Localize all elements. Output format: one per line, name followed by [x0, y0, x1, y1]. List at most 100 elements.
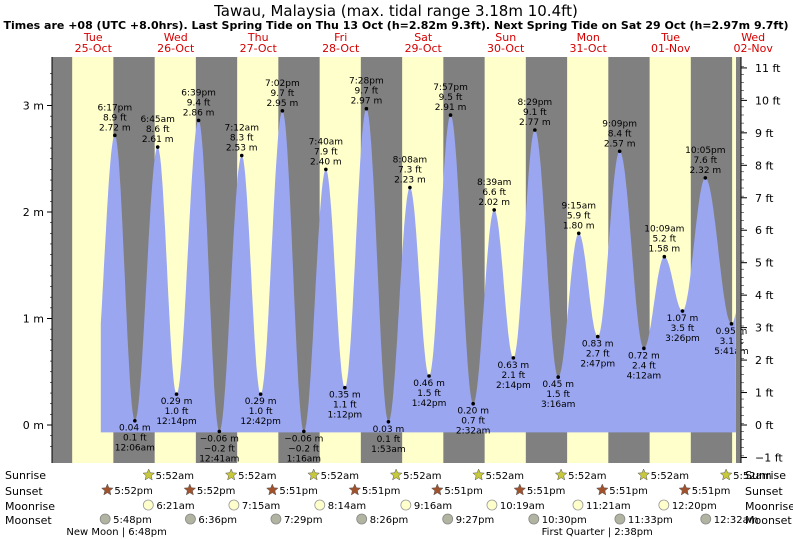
- high-tide-point: [533, 128, 537, 132]
- low-tide-m-label: −0.06 m: [284, 434, 323, 444]
- high-tide-time-label: 9:15am: [561, 201, 596, 211]
- low-tide-m-label: 0.04 m: [119, 424, 151, 434]
- daylight-band: [732, 57, 736, 463]
- high-tide-m-label: 2.40 m: [310, 157, 342, 167]
- moonrise-icon: [314, 499, 326, 511]
- high-tide-time-label: 10:09am: [644, 225, 684, 235]
- low-tide-time-label: 2:32am: [456, 427, 491, 437]
- high-tide-time-label: 7:57pm: [433, 83, 468, 93]
- low-tide-point: [217, 429, 222, 434]
- left-axis: 0 m 1 m 2 m 3 m: [23, 57, 53, 463]
- moonset-icon: [185, 513, 196, 525]
- low-tide-m-label: 0.29 m: [245, 397, 277, 407]
- high-tide-point: [617, 149, 622, 154]
- sunrise-star: [142, 468, 156, 481]
- moonrise-icon: [142, 499, 154, 511]
- day-name-label: Thu: [247, 31, 269, 44]
- right-axis-tick-label: 3 ft: [755, 322, 774, 335]
- low-tide-time-label: 5:41am: [714, 347, 749, 357]
- high-tide-m-label: 2.23 m: [394, 176, 426, 186]
- high-tide-m-label: 2.86 m: [183, 108, 215, 118]
- moonset-time: 8:26pm: [370, 515, 409, 526]
- left-axis-tick-label: 2 m: [23, 206, 44, 219]
- low-tide-ft-label: 2.1 ft: [502, 371, 526, 381]
- day-name-label: Mon: [577, 31, 600, 44]
- tide-area: [100, 108, 737, 433]
- sunrise-star: [389, 468, 403, 481]
- high-tide-ft-label: 8.3 ft: [230, 134, 254, 144]
- chart-subtitle: Times are +08 (UTC +8.0hrs). Last Spring…: [3, 19, 788, 32]
- sunrise-time: 5:52am: [403, 471, 441, 482]
- right-axis-tick-label: 4 ft: [755, 289, 774, 302]
- low-tide-m-label: 0.03 m: [373, 425, 405, 435]
- low-tide-point: [174, 392, 179, 396]
- day-name-label: Sun: [495, 31, 516, 44]
- sunrise-star: [224, 468, 238, 481]
- sunrise-star: [719, 468, 733, 481]
- low-tide-m-label: 0.46 m: [413, 379, 445, 389]
- high-tide-time-label: 7:02pm: [265, 79, 300, 89]
- moonset-time: 5:48pm: [113, 515, 152, 526]
- right-axis-tick-label: 10 ft: [755, 94, 781, 107]
- high-tide-ft-label: 8.9 ft: [103, 113, 127, 123]
- high-tide-point: [280, 109, 285, 113]
- low-tide-time-label: 4:12am: [627, 371, 662, 381]
- low-tide-point: [642, 346, 646, 351]
- right-axis-tick-label: 2 ft: [755, 354, 774, 367]
- high-tide-point: [196, 118, 201, 123]
- day-date-label: 31-Oct: [570, 42, 608, 55]
- right-axis-tick-label: 7 ft: [755, 192, 774, 205]
- day-name-label: Wed: [164, 31, 188, 44]
- right-axis-tick-label: −1 ft: [755, 451, 783, 464]
- high-tide-point: [492, 208, 496, 212]
- high-tide-point: [408, 185, 412, 190]
- low-tide-m-label: 0.20 m: [457, 407, 489, 417]
- high-tide-point: [364, 106, 369, 111]
- moonset-time: 11:33pm: [628, 515, 673, 526]
- right-axis-bar: [736, 57, 741, 463]
- low-tide-point: [133, 418, 137, 423]
- low-tide-ft-label: 1.0 ft: [249, 407, 273, 417]
- high-tide-ft-label: 7.9 ft: [314, 147, 338, 157]
- tide-curve-area: [100, 108, 737, 433]
- high-tide-time-label: 7:40am: [309, 137, 344, 147]
- sunset-time: 5:52pm: [114, 486, 153, 497]
- high-tide-point: [662, 254, 667, 259]
- high-tide-point: [576, 231, 581, 236]
- low-tide-ft-label: 1.0 ft: [165, 407, 189, 417]
- moonset-icon: [700, 513, 712, 525]
- low-tide-ft-label: 3.5 ft: [671, 324, 695, 334]
- high-tide-m-label: 2.57 m: [604, 139, 636, 149]
- sunset-star: [513, 483, 527, 496]
- astro-events: 5:52am 5:52am 5:52am 5:52am 5:52am 5:52am 5:52…: [66, 468, 771, 538]
- high-tide-ft-label: 6.6 ft: [482, 188, 506, 198]
- moonrise-time: 12:20pm: [672, 501, 717, 512]
- moonset-time: 6:36pm: [198, 515, 237, 526]
- right-axis-tick-label: 6 ft: [755, 224, 774, 237]
- low-tide-m-label: 0.35 m: [329, 391, 361, 401]
- low-tide-point: [680, 309, 685, 313]
- sunset-time: 5:51pm: [362, 486, 401, 497]
- moonset-icon: [442, 513, 454, 525]
- high-tide-point: [239, 153, 244, 158]
- low-tide-m-label: 0.45 m: [542, 380, 574, 390]
- right-axis-tick-label: 8 ft: [755, 159, 774, 172]
- low-tide-m-label: 0.29 m: [161, 397, 193, 407]
- moonset-label-right: Moonset: [745, 514, 792, 527]
- moonset-time: 7:29pm: [284, 515, 323, 526]
- moonrise-icon: [486, 499, 498, 511]
- moonrise-time: 9:16am: [414, 501, 452, 512]
- sunset-star: [100, 483, 114, 496]
- high-tide-m-label: 2.72 m: [99, 123, 131, 133]
- moonrise-time: 7:15am: [242, 501, 280, 512]
- low-tide-point: [556, 375, 560, 379]
- right-axis-tick-label: 5 ft: [755, 257, 774, 270]
- sunrise-time: 5:52am: [568, 471, 606, 482]
- sunrise-time: 5:52am: [651, 471, 689, 482]
- high-tide-time-label: 6:45am: [140, 115, 175, 125]
- low-tide-point: [729, 322, 734, 326]
- moonrise-icon: [572, 499, 584, 511]
- low-tide-point: [427, 374, 431, 378]
- high-tide-point: [155, 145, 160, 149]
- sunrise-label-right: Sunrise: [745, 469, 786, 482]
